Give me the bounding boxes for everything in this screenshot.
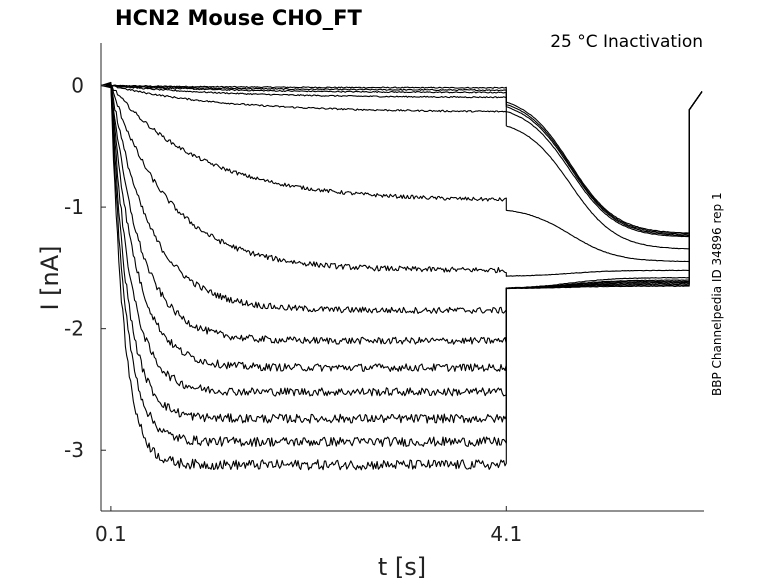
plot-area	[100, 81, 703, 471]
trace-line-3	[100, 84, 703, 237]
y-tick-label: 0	[71, 74, 84, 98]
trace-line-13	[100, 83, 703, 447]
y-tick-label: -2	[64, 317, 84, 341]
x-tick-label: 4.1	[490, 522, 522, 546]
trace-line-7	[100, 83, 703, 277]
trace-line-10	[100, 82, 703, 372]
trace-line-8	[100, 84, 703, 315]
x-tick-label: 0.1	[95, 522, 127, 546]
trace-line-2	[100, 84, 703, 235]
trace-line-14	[100, 84, 703, 471]
y-tick-label: -1	[64, 195, 84, 219]
trace-line-4	[100, 84, 703, 238]
trace-line-9	[100, 84, 703, 345]
trace-line-12	[100, 81, 703, 424]
trace-line-5	[100, 84, 703, 250]
x-axis-label: t [s]	[378, 553, 426, 581]
axes: 0 -1 -2 -3 0.1 4.1	[64, 43, 704, 546]
chart-title: HCN2 Mouse CHO_FT	[115, 6, 362, 30]
y-tick-label: -3	[64, 438, 84, 462]
y-axis-label: I [nA]	[36, 245, 64, 310]
chart-annotation: 25 °C Inactivation	[550, 32, 703, 52]
trace-line-6	[100, 84, 703, 263]
side-label: BBP Channelpedia ID 34896 rep 1	[710, 192, 724, 396]
trace-line-11	[100, 83, 703, 397]
trace-line-1	[100, 84, 703, 234]
